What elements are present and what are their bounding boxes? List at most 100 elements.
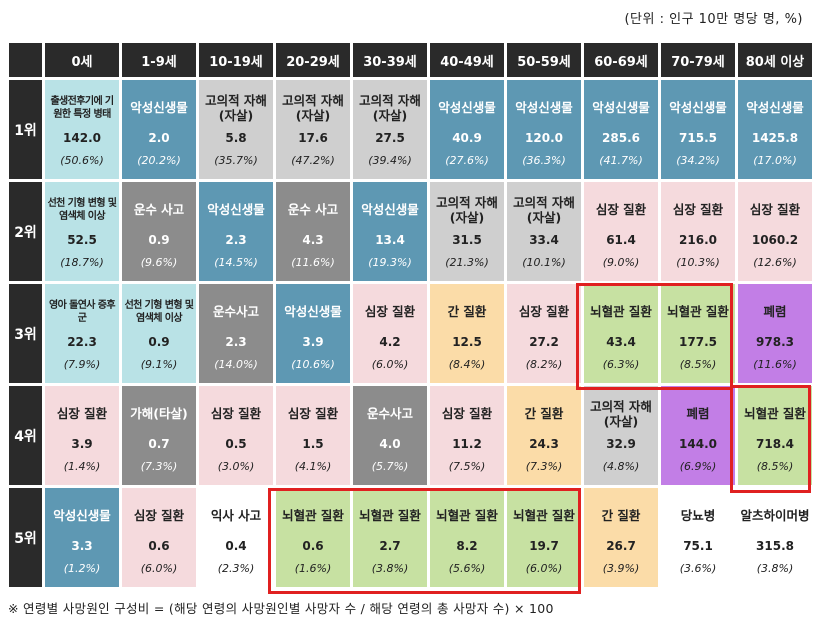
cause-cell: 고의적 자해(자살) 32.9 (4.8%) <box>584 386 658 485</box>
table-row: 4위 심장 질환 3.9 (1.4%) 가해(타살) 0.7 (7.3%) 심장 질환 0.5 (… <box>9 386 812 485</box>
cause-name: 고의적 자해(자살) <box>359 92 421 124</box>
death-rate: 22.3 <box>67 335 97 350</box>
death-rate: 27.2 <box>529 335 559 350</box>
cause-name: 뇌혈관 질환 <box>744 406 806 422</box>
cause-cell: 악성신생물 715.5 (34.2%) <box>661 80 735 179</box>
death-rate: 142.0 <box>63 131 101 146</box>
cause-cell: 심장 질환 0.5 (3.0%) <box>199 386 273 485</box>
cause-cell: 심장 질환 0.6 (6.0%) <box>122 488 196 587</box>
cause-name: 뇌혈관 질환 <box>282 508 344 524</box>
cause-cell: 뇌혈관 질환 177.5 (8.5%) <box>661 284 735 383</box>
cause-name: 뇌혈관 질환 <box>590 304 652 320</box>
age-header: 60-69세 <box>584 43 658 77</box>
share-percent: (14.0%) <box>214 358 258 372</box>
cause-name: 악성신생물 <box>592 100 650 116</box>
cause-cell: 영아 돌연사 증후군 22.3 (7.9%) <box>45 284 119 383</box>
cause-name: 심장 질환 <box>210 406 262 422</box>
cause-cell: 운수 사고 0.9 (9.6%) <box>122 182 196 281</box>
cause-cell: 운수 사고 4.3 (11.6%) <box>276 182 350 281</box>
cause-cell: 악성신생물 3.9 (10.6%) <box>276 284 350 383</box>
death-rate: 2.3 <box>225 233 247 248</box>
cause-name: 운수 사고 <box>133 202 185 218</box>
cause-name: 운수사고 <box>366 406 413 422</box>
share-percent: (1.6%) <box>294 562 332 576</box>
cause-cell: 고의적 자해(자살) 31.5 (21.3%) <box>430 182 504 281</box>
cause-cell: 악성신생물 13.4 (19.3%) <box>353 182 427 281</box>
cause-cell: 고의적 자해(자살) 33.4 (10.1%) <box>507 182 581 281</box>
death-rate: 0.5 <box>225 437 247 452</box>
death-rate: 0.9 <box>148 233 170 248</box>
age-header: 80세 이상 <box>738 43 812 77</box>
unit-note: (단위 : 인구 10만 명당 명, %) <box>624 12 803 27</box>
cause-name: 알츠하이머병 <box>740 508 810 524</box>
cause-name: 고의적 자해(자살) <box>436 194 498 226</box>
age-header: 40-49세 <box>430 43 504 77</box>
table-row: 5위 악성신생물 3.3 (1.2%) 심장 질환 0.6 (6.0%) 익사 사고 0.4 (2… <box>9 488 812 587</box>
share-percent: (11.6%) <box>291 256 335 270</box>
cause-name: 악성신생물 <box>207 202 265 218</box>
share-percent: (6.0%) <box>140 562 178 576</box>
share-percent: (7.5%) <box>448 460 486 474</box>
cause-name: 심장 질환 <box>672 202 724 218</box>
share-percent: (47.2%) <box>291 154 335 168</box>
share-percent: (8.2%) <box>525 358 563 372</box>
cause-cell: 간 질환 24.3 (7.3%) <box>507 386 581 485</box>
age-header: 10-19세 <box>199 43 273 77</box>
death-rate: 27.5 <box>375 131 405 146</box>
death-rate: 13.4 <box>375 233 405 248</box>
share-percent: (7.3%) <box>525 460 563 474</box>
cause-cell: 운수사고 2.3 (14.0%) <box>199 284 273 383</box>
age-header: 30-39세 <box>353 43 427 77</box>
death-rate: 978.3 <box>756 335 794 350</box>
cause-name: 가해(타살) <box>130 406 188 422</box>
cause-cell: 익사 사고 0.4 (2.3%) <box>199 488 273 587</box>
cause-cell: 운수사고 4.0 (5.7%) <box>353 386 427 485</box>
death-rate: 40.9 <box>452 131 482 146</box>
death-rate: 715.5 <box>679 131 717 146</box>
share-percent: (9.1%) <box>140 358 178 372</box>
rank-label: 4위 <box>9 386 42 485</box>
share-percent: (9.6%) <box>140 256 178 270</box>
share-percent: (50.6%) <box>60 154 104 168</box>
death-rate: 144.0 <box>679 437 717 452</box>
cause-name: 운수 사고 <box>287 202 339 218</box>
cause-name: 악성신생물 <box>53 508 111 524</box>
death-rate: 2.0 <box>148 131 170 146</box>
cause-name: 악성신생물 <box>130 100 188 116</box>
footnote: ※ 연령별 사망원인 구성비 = (해당 연령의 사망원인별 사망자 수 / 해… <box>8 601 554 616</box>
cause-cell: 뇌혈관 질환 2.7 (3.8%) <box>353 488 427 587</box>
age-header: 70-79세 <box>661 43 735 77</box>
cause-name: 악성신생물 <box>746 100 804 116</box>
cause-name: 영아 돌연사 증후군 <box>49 300 116 325</box>
death-rate: 4.3 <box>302 233 324 248</box>
death-rate: 718.4 <box>756 437 794 452</box>
cause-cell: 선천 기형 변형 및 염색체 이상 52.5 (18.7%) <box>45 182 119 281</box>
death-rate: 4.2 <box>379 335 401 350</box>
cause-cell: 악성신생물 3.3 (1.2%) <box>45 488 119 587</box>
cause-name: 익사 사고 <box>210 508 262 524</box>
share-percent: (19.3%) <box>368 256 412 270</box>
cause-name: 간 질환 <box>601 508 641 524</box>
cause-cell: 심장 질환 4.2 (6.0%) <box>353 284 427 383</box>
share-percent: (35.7%) <box>214 154 258 168</box>
cause-name: 운수사고 <box>212 304 259 320</box>
share-percent: (34.2%) <box>676 154 720 168</box>
death-rate: 8.2 <box>456 539 478 554</box>
cause-cell: 폐렴 144.0 (6.9%) <box>661 386 735 485</box>
share-percent: (27.6%) <box>445 154 489 168</box>
cause-cell: 심장 질환 1.5 (4.1%) <box>276 386 350 485</box>
death-rate: 17.6 <box>298 131 328 146</box>
cause-name: 악성신생물 <box>284 304 342 320</box>
cause-name: 심장 질환 <box>749 202 801 218</box>
cause-cell: 뇌혈관 질환 0.6 (1.6%) <box>276 488 350 587</box>
cause-name: 고의적 자해(자살) <box>205 92 267 124</box>
cause-cell: 고의적 자해(자살) 5.8 (35.7%) <box>199 80 273 179</box>
share-percent: (3.0%) <box>217 460 255 474</box>
cause-name: 심장 질환 <box>518 304 570 320</box>
cause-cell: 고의적 자해(자살) 27.5 (39.4%) <box>353 80 427 179</box>
death-rate: 19.7 <box>529 539 559 554</box>
share-percent: (3.8%) <box>756 562 794 576</box>
corner-cell <box>9 43 42 77</box>
cause-cell: 악성신생물 2.0 (20.2%) <box>122 80 196 179</box>
rank-label: 3위 <box>9 284 42 383</box>
